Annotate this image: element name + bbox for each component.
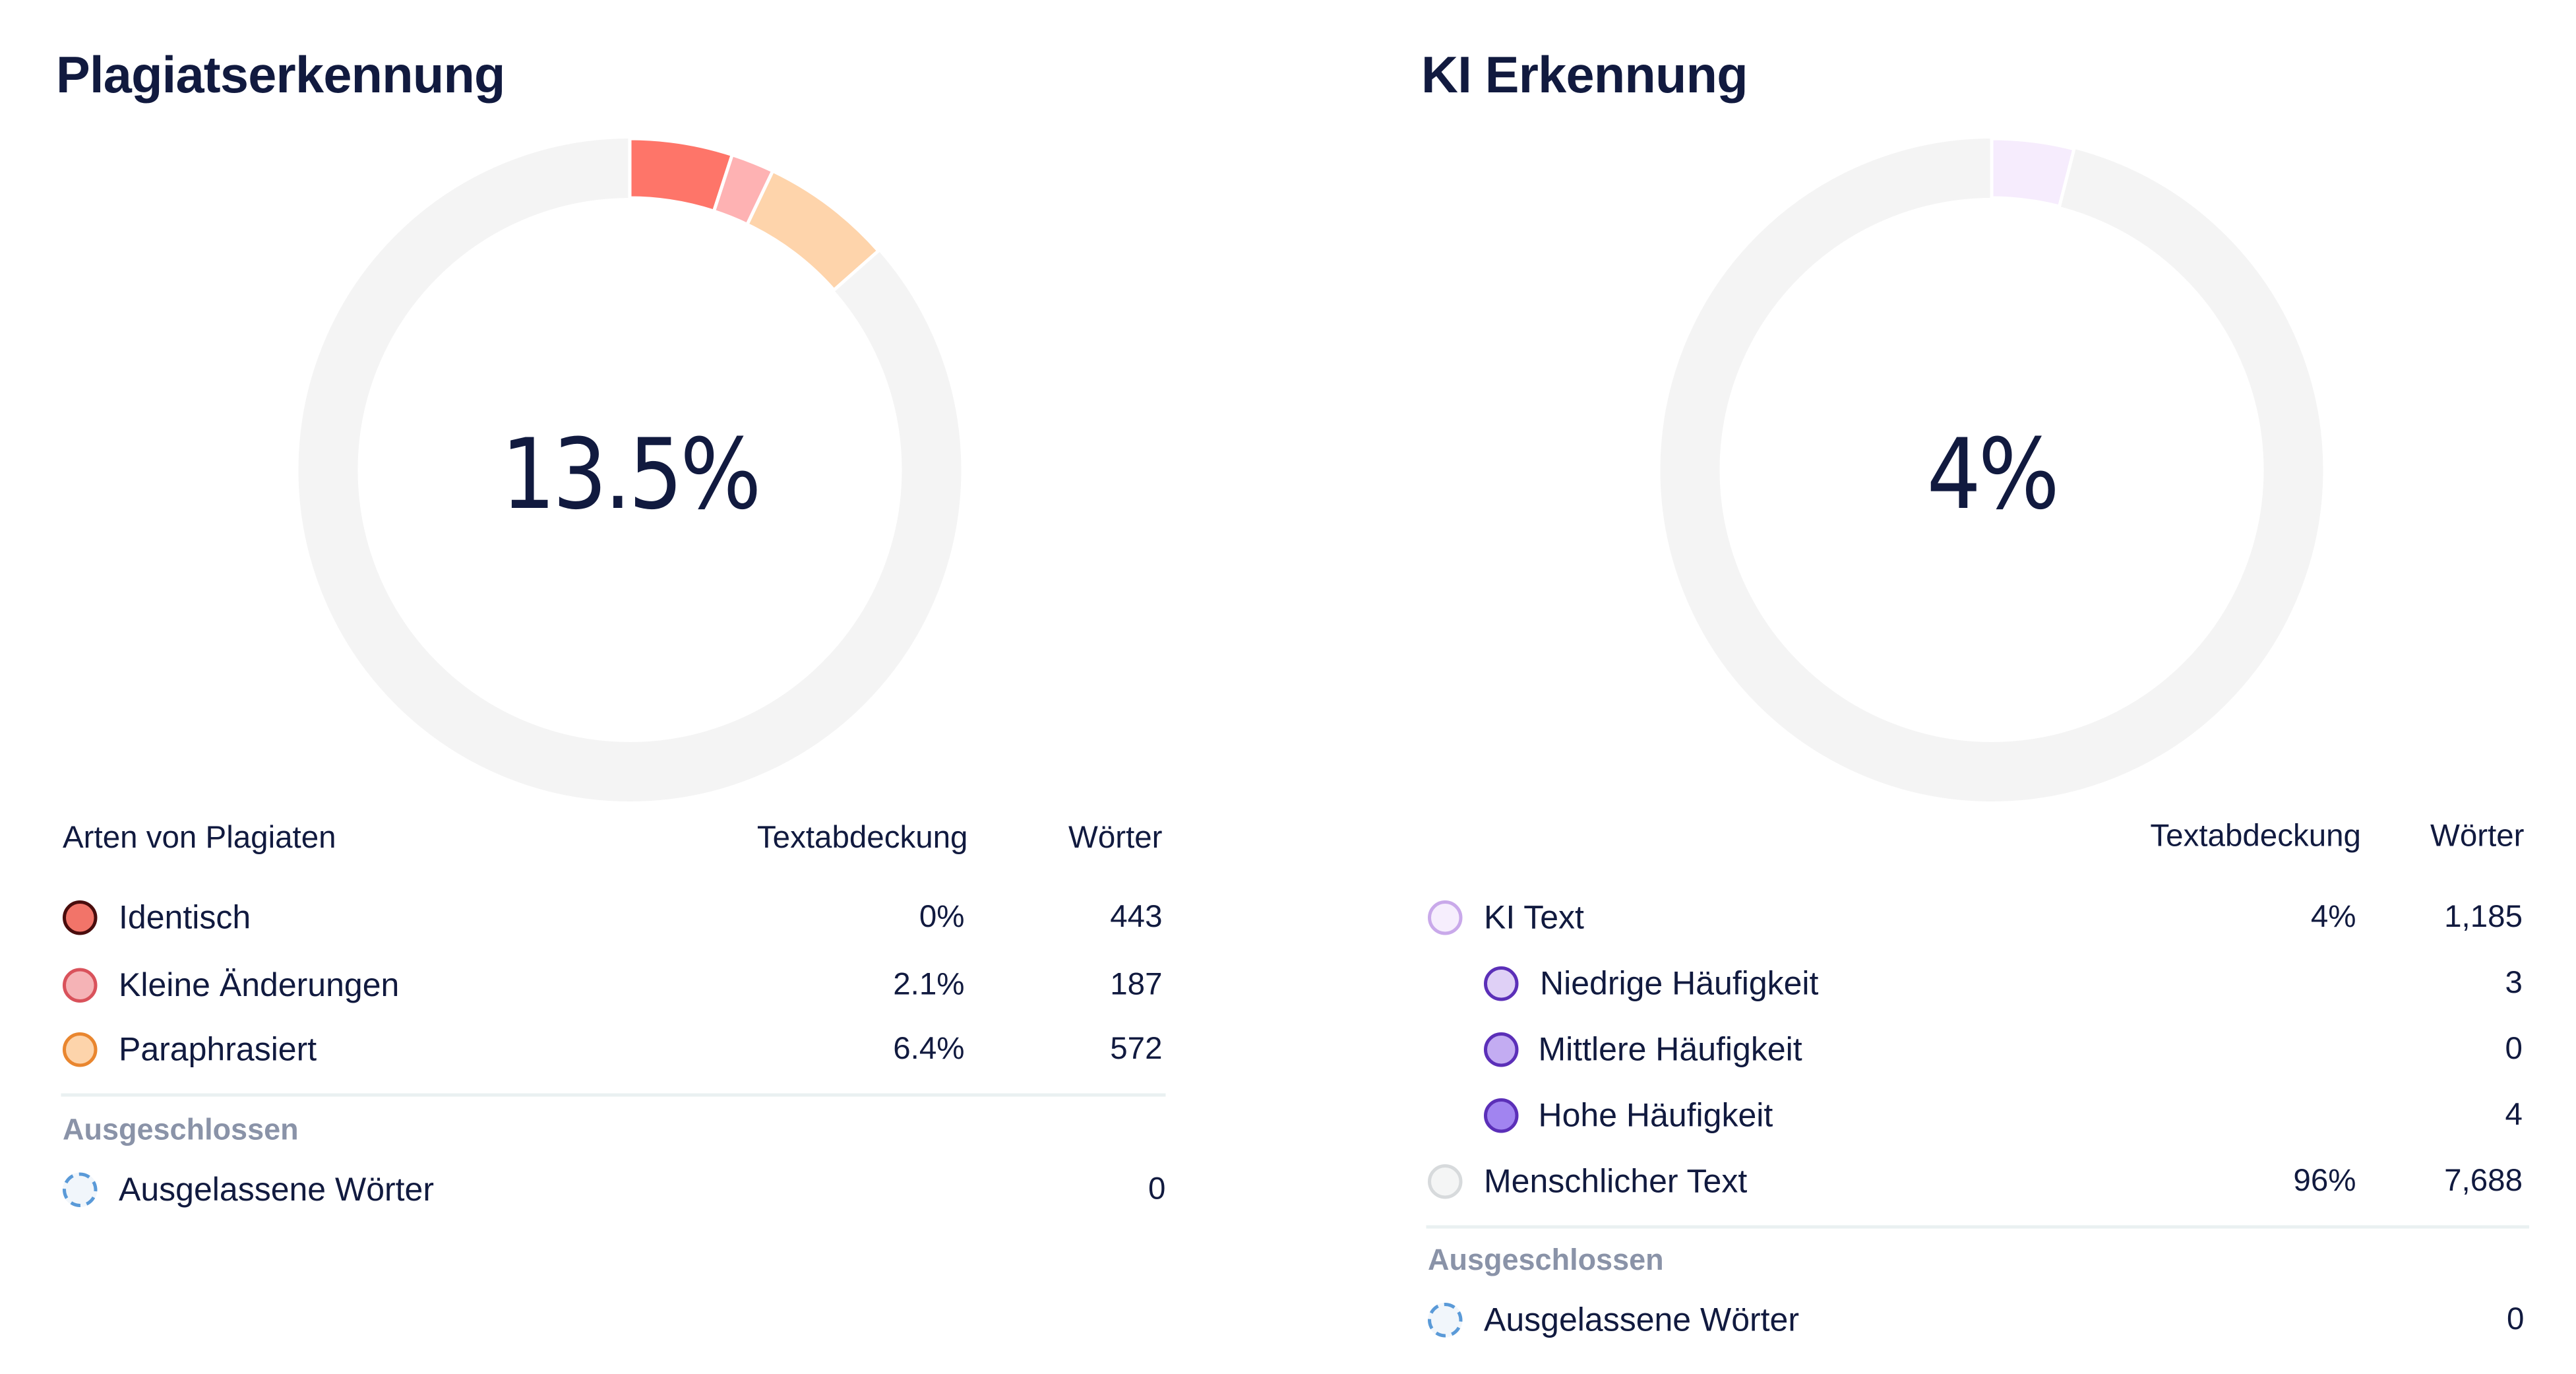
- omitted-words-dashed-icon: [63, 1172, 98, 1207]
- ai-detection-panel: KI Erkennung 4% Textabdeckung Wörter KI …: [1365, 0, 2552, 1374]
- ai-row-omitted-words: Ausgelassene Wörter 0: [1428, 1296, 2532, 1346]
- minor-changes-coverage: 2.1%: [893, 968, 965, 1003]
- ai-total-percent: 4%: [1926, 417, 2060, 531]
- human-text-color-dot: [1428, 1164, 1463, 1199]
- minor-changes-label: Kleine Änderungen: [119, 968, 400, 1005]
- ai-row-high-frequency: Hohe Häufigkeit 4: [1428, 1092, 2532, 1141]
- plagiarism-excluded-title: Ausgeschlossen: [63, 1113, 299, 1146]
- identical-coverage: 0%: [919, 900, 965, 935]
- plagiarism-row-paraphrased: Paraphrasiert 6.4% 572: [63, 1026, 1167, 1075]
- low-frequency-color-dot: [1484, 966, 1519, 1001]
- low-frequency-label: Niedrige Häufigkeit: [1540, 966, 1819, 1003]
- plagiarism-total-percent: 13.5%: [501, 417, 762, 531]
- ai-omitted-words-dashed-icon: [1428, 1303, 1463, 1338]
- plagiarism-row-minor-changes: Kleine Änderungen 2.1% 187: [63, 962, 1167, 1011]
- omitted-words-label: Ausgelassene Wörter: [119, 1172, 435, 1209]
- ai-words-header: Wörter: [2430, 819, 2525, 855]
- human-text-label: Menschlicher Text: [1484, 1164, 1748, 1201]
- ai-text-coverage: 4%: [2310, 900, 2356, 935]
- plagiarism-donut-chart: [298, 139, 962, 801]
- ai-row-human-text: Menschlicher Text 96% 7,688: [1428, 1158, 2532, 1207]
- high-frequency-words: 4: [2505, 1098, 2523, 1133]
- ai-row-medium-frequency: Mittlere Häufigkeit 0: [1428, 1026, 2532, 1075]
- ai-excluded-title: Ausgeschlossen: [1428, 1243, 1664, 1276]
- plagiarism-title: Plagiatserkennung: [56, 46, 505, 104]
- human-text-coverage: 96%: [2293, 1164, 2356, 1199]
- ai-donut-chart: [1660, 139, 2323, 801]
- identical-label: Identisch: [119, 900, 251, 937]
- ai-coverage-header: Textabdeckung: [2150, 819, 2361, 855]
- paraphrased-color-dot: [63, 1032, 98, 1067]
- ai-detection-title: KI Erkennung: [1421, 46, 1748, 104]
- ai-row-low-frequency: Niedrige Häufigkeit 3: [1428, 960, 2532, 1009]
- paraphrased-label: Paraphrasiert: [119, 1032, 317, 1069]
- high-frequency-color-dot: [1484, 1098, 1519, 1133]
- identical-color-dot: [63, 900, 98, 935]
- human-text-words: 7,688: [2444, 1164, 2523, 1199]
- plagiarism-coverage-header: Textabdeckung: [756, 821, 968, 856]
- ai-text-words: 1,185: [2444, 900, 2523, 935]
- minor-changes-color-dot: [63, 968, 98, 1003]
- medium-frequency-label: Mittlere Häufigkeit: [1538, 1032, 1802, 1069]
- ai-omitted-words-count: 0: [2507, 1303, 2525, 1338]
- paraphrased-coverage: 6.4%: [893, 1032, 965, 1067]
- medium-frequency-color-dot: [1484, 1032, 1519, 1067]
- plagiarism-panel: Plagiatserkennung 13.5% Arten von Plagia…: [0, 0, 1187, 1374]
- ai-donut-segment-0: [1990, 139, 2077, 209]
- plagiarism-row-omitted-words: Ausgelassene Wörter 0: [63, 1166, 1167, 1216]
- ai-row-ai-text: KI Text 4% 1,185: [1428, 894, 2532, 943]
- ai-text-label: KI Text: [1484, 900, 1584, 937]
- omitted-words-count: 0: [1148, 1172, 1166, 1208]
- high-frequency-label: Hohe Häufigkeit: [1538, 1098, 1773, 1135]
- minor-changes-words: 187: [1110, 968, 1163, 1003]
- plagiarism-words-header: Wörter: [1068, 821, 1163, 856]
- plagiarism-donut-segment-2: [745, 168, 881, 293]
- low-frequency-words: 3: [2505, 966, 2523, 1001]
- medium-frequency-words: 0: [2505, 1032, 2523, 1067]
- ai-divider: [1426, 1225, 2529, 1229]
- plagiarism-types-header: Arten von Plagiaten: [63, 821, 336, 856]
- paraphrased-words: 572: [1110, 1032, 1163, 1067]
- plagiarism-row-identical: Identisch 0% 443: [63, 894, 1167, 943]
- plagiarism-divider: [61, 1093, 1166, 1097]
- ai-text-color-dot: [1428, 900, 1463, 935]
- identical-words: 443: [1110, 900, 1163, 935]
- ai-omitted-words-label: Ausgelassene Wörter: [1484, 1303, 1800, 1339]
